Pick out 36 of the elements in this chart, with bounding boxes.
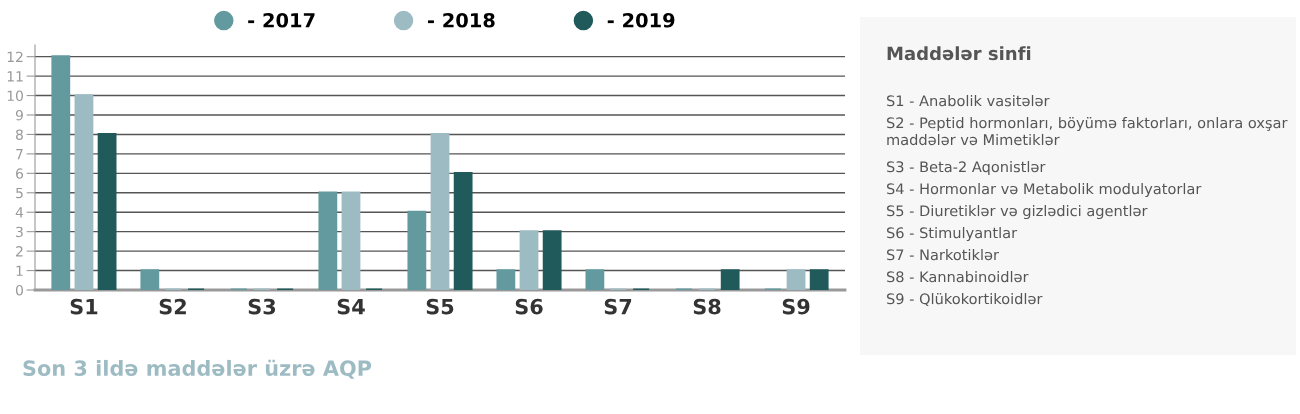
- text: S9 - Qlükokortikoidlər: [886, 293, 1043, 306]
- text: S2 - Peptid hormonları, böyümə faktorları, onlara oxşar maddələr və Mimetiklər: [886, 117, 1288, 146]
- y-tick-label: 4: [15, 207, 24, 218]
- y-tick-label: 9: [15, 109, 23, 121]
- text: S8 - Kannabinoidlər: [886, 271, 1029, 283]
- y-tick-label: 6: [16, 168, 24, 179]
- text: Maddələr sinfi: [887, 46, 1031, 61]
- text: S7 - Narkotiklər: [886, 249, 999, 261]
- x-tick-label: S7: [604, 298, 632, 315]
- x-tick-label: S3: [248, 298, 276, 315]
- y-tick-label: 5: [16, 187, 23, 199]
- x-tick-label: S4: [337, 298, 365, 315]
- x-tick-label: S6: [515, 298, 543, 315]
- x-tick-label: S2: [159, 298, 186, 315]
- y-tick-label: 8: [15, 129, 23, 140]
- y-tick-label: 11: [7, 71, 23, 82]
- text: S6 - Stimulyantlar: [886, 227, 1018, 242]
- x-tick-label: S9: [782, 298, 810, 315]
- text: Son 3 ildə maddələr üzrə AQP: [23, 359, 372, 379]
- y-tick-label: 1: [16, 265, 23, 276]
- legend-label: - 2018: [427, 12, 495, 28]
- y-tick-label: 7: [16, 149, 23, 160]
- text: S5 - Diuretiklər və gizlədici agentlər: [886, 205, 1148, 220]
- text: S3 - Beta-2 Aqonistlər: [886, 161, 1046, 176]
- x-tick-label: S5: [426, 298, 454, 315]
- y-tick-label: 10: [7, 90, 23, 102]
- text: S1 - Anabolik vasitələr: [886, 95, 1050, 107]
- legend-label: - 2017: [248, 12, 315, 28]
- x-tick-label: S8: [693, 298, 721, 315]
- y-tick-label: 12: [7, 51, 23, 62]
- y-tick-label: 3: [16, 226, 23, 238]
- y-tick-label: 2: [16, 246, 23, 257]
- text: S4 - Hormonlar və Metabolik modulyatorlar: [886, 183, 1202, 198]
- legend-label: - 2019: [607, 12, 675, 28]
- x-tick-label: S1: [70, 298, 98, 315]
- y-tick-label: 0: [15, 284, 23, 296]
